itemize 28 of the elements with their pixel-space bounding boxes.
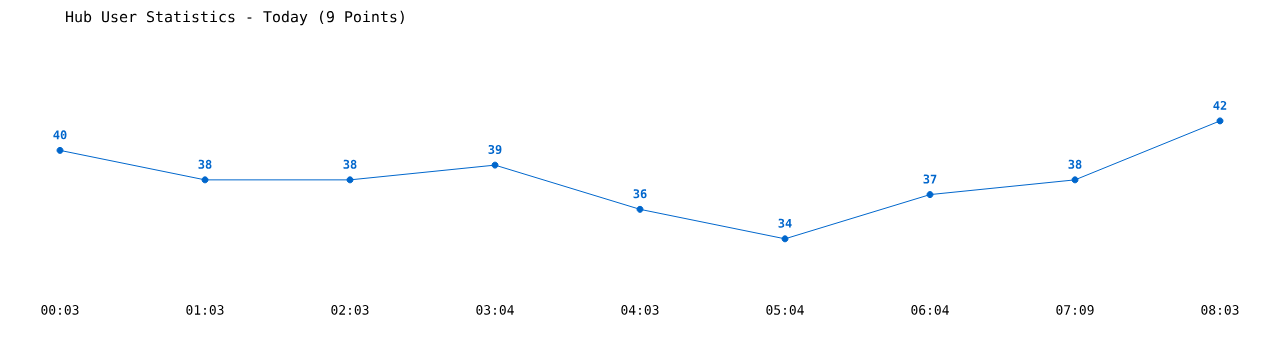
data-label: 39 [488,144,502,155]
point [491,161,499,169]
point [926,191,934,199]
point [201,176,209,184]
data-label: 37 [923,174,937,184]
x-tick-label: 02:03 [331,305,369,315]
point [781,235,789,243]
point [636,205,644,213]
data-label: 40 [53,130,67,140]
data-label: 38 [198,159,212,169]
data-label: 36 [633,189,647,199]
x-tick-label: 01:03 [186,305,224,315]
x-tick-label: 04:03 [621,305,659,315]
x-tick-label: 00:03 [41,305,79,315]
point [56,146,64,154]
data-label: 38 [343,159,357,169]
x-tick-label: 08:03 [1201,305,1239,315]
point [1071,176,1079,184]
point [1216,117,1224,125]
x-tick-label: 07:09 [1056,305,1094,315]
data-label: 38 [1068,159,1082,169]
point [346,176,354,184]
data-label: 34 [778,218,792,228]
x-tick-label: 06:04 [911,305,949,315]
x-tick-label: 05:04 [766,305,804,315]
x-tick-label: 03:04 [476,305,514,315]
chart-title: Hub User Statistics - Today (9 Points) [66,10,404,26]
data-label: 42 [1213,100,1227,110]
